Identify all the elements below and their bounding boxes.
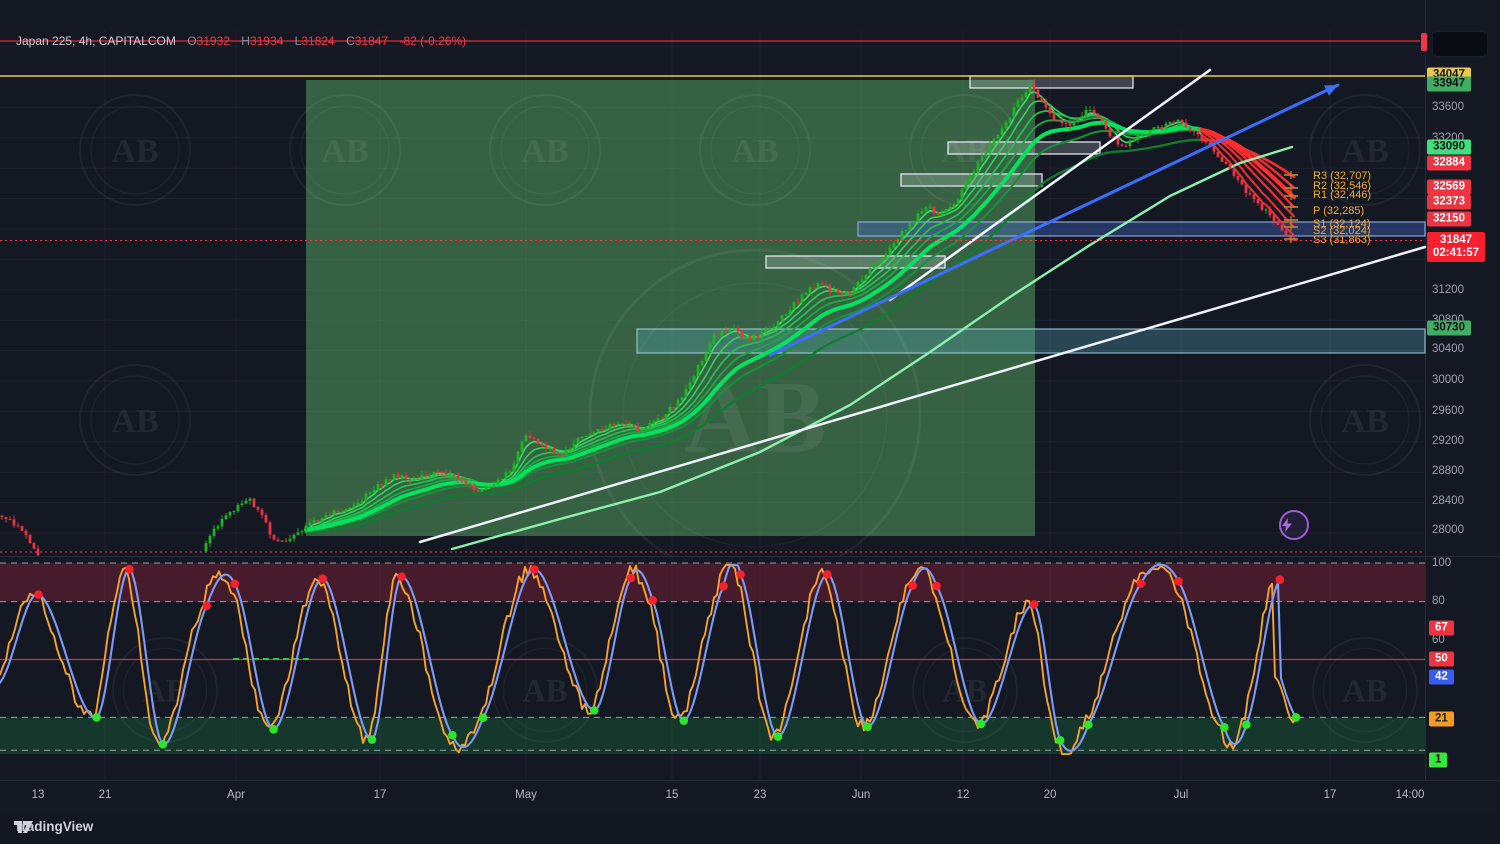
price-label-28800: 28800 <box>1432 465 1464 477</box>
pivot-label-s2: S2 (32,024) <box>1313 225 1371 237</box>
svg-text:AB: AB <box>111 133 158 170</box>
svg-text:AB: AB <box>111 403 158 440</box>
pivot-label-r1: R1 (32,446) <box>1313 189 1372 201</box>
svg-text:AB: AB <box>521 133 568 170</box>
osc-badge-1: 1 <box>1429 752 1448 768</box>
svg-text:AB: AB <box>684 361 826 474</box>
current-price-chip: 31847 02:41:57 <box>1427 232 1486 262</box>
symbol-legend[interactable]: Japan 225, 4h, CAPITALCOM O31932 H31934 … <box>16 34 466 48</box>
svg-text:AB: AB <box>523 672 568 708</box>
bar-countdown: 02:41:57 <box>1433 247 1480 259</box>
osc-label-60: 60 <box>1432 634 1445 646</box>
symbol-title[interactable]: Japan 225, 4h, CAPITALCOM <box>16 34 176 48</box>
svg-text:AB: AB <box>941 133 988 170</box>
price-chip-32569: 32569 <box>1427 179 1471 195</box>
current-price-value: 31847 <box>1440 234 1473 246</box>
svg-text:AB: AB <box>1343 672 1388 708</box>
low-value: 31824 <box>301 34 335 48</box>
svg-text:AB: AB <box>1341 133 1388 170</box>
price-chart-pane[interactable]: AB AB AB AB AB AB AB AB AB <box>0 0 1500 556</box>
price-chip-32373: 32373 <box>1427 194 1471 210</box>
osc-label-100: 100 <box>1432 557 1452 569</box>
close-value: 31847 <box>354 34 389 48</box>
osc-badge-42: 42 <box>1429 669 1454 685</box>
osc-badge-50: 50 <box>1429 651 1454 667</box>
open-value: 31932 <box>196 34 230 48</box>
time-label-23[interactable]: 23 <box>753 789 767 801</box>
time-label-jun[interactable]: Jun <box>851 789 871 801</box>
price-chip-33947: 33947 <box>1427 76 1471 92</box>
pivot-label-s1: S1 (32,124) <box>1313 218 1371 230</box>
price-scale-border <box>1425 0 1426 780</box>
open-label: O <box>187 34 197 48</box>
time-label-1400[interactable]: 14:00 <box>1395 789 1425 801</box>
low-label: L <box>294 34 302 48</box>
time-label-jul[interactable]: Jul <box>1173 789 1189 801</box>
close-label: C <box>346 34 355 48</box>
high-label: H <box>241 34 250 48</box>
price-chip-32884: 32884 <box>1427 155 1471 171</box>
time-axis[interactable]: 13 21 Apr 17 May 15 23 Jun 12 20 Jul 17 14:00 <box>0 781 1500 812</box>
tradingview-logo[interactable]: TradingView <box>14 819 93 834</box>
time-label-20[interactable]: 20 <box>1043 789 1057 801</box>
time-label-12[interactable]: 12 <box>956 789 970 801</box>
osc-badge-67: 67 <box>1429 620 1454 636</box>
tradingview-logo-text: TradingView <box>14 819 94 834</box>
price-label-30400: 30400 <box>1432 343 1464 355</box>
price-label-31200: 31200 <box>1432 284 1464 296</box>
pivot-label-r2: R2 (32,546) <box>1313 180 1372 192</box>
tradingview-logo-icon <box>14 820 33 833</box>
stochastic-pane[interactable]: AB AB AB AB <box>0 556 1500 781</box>
price-chip-32150: 32150 <box>1427 211 1471 227</box>
price-label-28000: 28000 <box>1432 524 1464 536</box>
high-value: 31934 <box>249 34 284 48</box>
pane-separator[interactable] <box>0 556 1500 557</box>
axis-separator <box>0 780 1500 781</box>
time-label-17[interactable]: 17 <box>1323 789 1337 801</box>
instant-order-button[interactable] <box>1279 510 1309 540</box>
pivot-label-s3: S3 (31,863) <box>1313 234 1371 246</box>
time-label-21[interactable]: 21 <box>98 789 112 801</box>
time-label-17[interactable]: 17 <box>373 789 387 801</box>
price-label-28400: 28400 <box>1432 495 1464 507</box>
price-label-29600: 29600 <box>1432 405 1464 417</box>
price-chip-33090: 33090 <box>1427 139 1471 155</box>
svg-text:AB: AB <box>321 133 368 170</box>
price-label-33600: 33600 <box>1432 101 1464 113</box>
pivot-label-r3: R3 (32,707) <box>1313 170 1372 182</box>
lightning-icon <box>1282 518 1292 532</box>
time-label-apr[interactable]: Apr <box>227 789 245 801</box>
svg-text:AB: AB <box>1341 403 1388 440</box>
pivot-label-p: P (32,285) <box>1313 205 1365 217</box>
time-label-may[interactable]: May <box>515 789 537 801</box>
price-label-30000: 30000 <box>1432 374 1464 386</box>
time-label-15[interactable]: 15 <box>665 789 679 801</box>
change-value: -82 (-0.26%) <box>399 34 467 48</box>
osc-label-80: 80 <box>1432 595 1445 607</box>
price-scale-context-box[interactable] <box>1432 31 1488 57</box>
price-chip-30730: 30730 <box>1427 320 1471 336</box>
price-label-29200: 29200 <box>1432 435 1464 447</box>
svg-text:AB: AB <box>731 133 778 170</box>
price-line-handle[interactable] <box>1421 33 1427 51</box>
time-label-13[interactable]: 13 <box>31 789 45 801</box>
osc-badge-21: 21 <box>1429 711 1454 727</box>
bottom-toolbar: TradingView <box>0 812 1500 844</box>
